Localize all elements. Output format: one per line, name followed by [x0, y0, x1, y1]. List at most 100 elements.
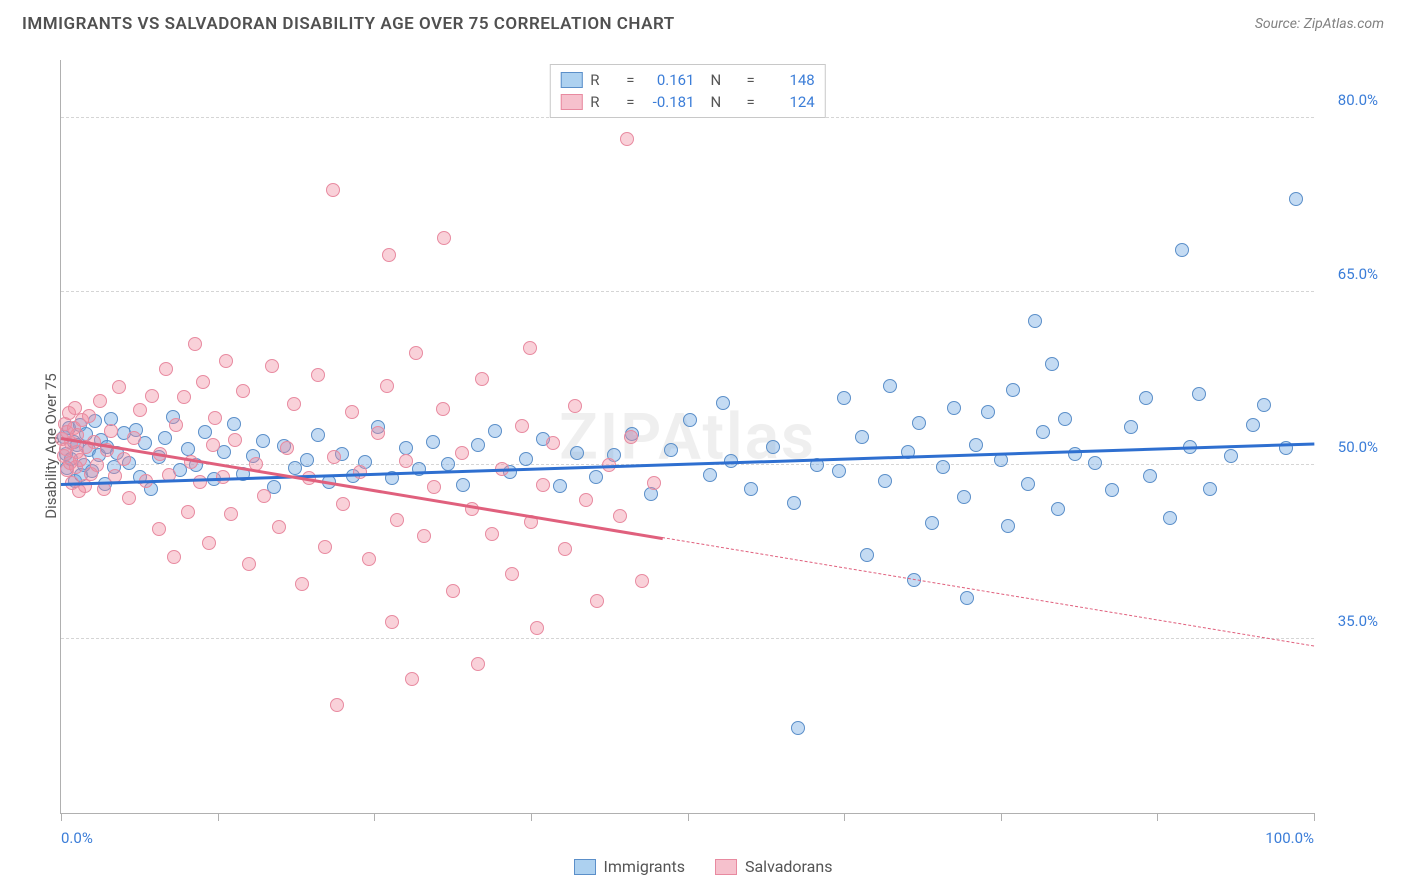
- data-point: [122, 491, 136, 505]
- x-tick-label: 0.0%: [61, 829, 93, 847]
- data-point: [716, 396, 730, 410]
- chart-title: IMMIGRANTS VS SALVADORAN DISABILITY AGE …: [22, 14, 675, 34]
- data-point: [1068, 447, 1082, 461]
- data-point: [202, 536, 216, 550]
- data-point: [380, 379, 394, 393]
- x-tick: [688, 813, 689, 821]
- data-point: [620, 132, 634, 146]
- x-tick: [1157, 813, 1158, 821]
- data-point: [523, 341, 537, 355]
- data-point: [860, 548, 874, 562]
- data-point: [318, 540, 332, 554]
- data-point: [256, 434, 270, 448]
- data-point: [1036, 425, 1050, 439]
- data-point: [925, 516, 939, 530]
- data-point: [837, 391, 851, 405]
- legend-swatch: [715, 859, 737, 875]
- data-point: [371, 426, 385, 440]
- data-point: [969, 438, 983, 452]
- data-point: [647, 476, 661, 490]
- data-point: [787, 496, 801, 510]
- x-tick: [844, 813, 845, 821]
- data-point: [855, 430, 869, 444]
- data-point: [613, 509, 627, 523]
- data-point: [426, 435, 440, 449]
- stat-value-n: 124: [763, 93, 815, 111]
- data-point: [878, 474, 892, 488]
- data-point: [236, 384, 250, 398]
- data-point: [280, 441, 294, 455]
- data-point: [427, 480, 441, 494]
- data-point: [912, 416, 926, 430]
- data-point: [265, 359, 279, 373]
- data-point: [1051, 502, 1065, 516]
- data-point: [485, 527, 499, 541]
- data-point: [1192, 387, 1206, 401]
- legend-label: Immigrants: [604, 857, 685, 876]
- data-point: [104, 424, 118, 438]
- data-point: [152, 522, 166, 536]
- data-point: [471, 657, 485, 671]
- data-point: [242, 557, 256, 571]
- equals-sign: =: [626, 71, 634, 89]
- legend-swatch: [560, 72, 582, 88]
- data-point: [957, 490, 971, 504]
- data-point: [1021, 477, 1035, 491]
- data-point: [530, 621, 544, 635]
- data-point: [167, 550, 181, 564]
- data-point: [1045, 357, 1059, 371]
- y-tick-label: 80.0%: [1338, 91, 1378, 109]
- trend-line: [662, 537, 1314, 646]
- legend-item: Immigrants: [574, 857, 685, 876]
- data-point: [505, 567, 519, 581]
- data-point: [883, 379, 897, 393]
- data-point: [311, 428, 325, 442]
- data-point: [1058, 412, 1072, 426]
- data-point: [311, 368, 325, 382]
- data-point: [224, 507, 238, 521]
- data-point: [515, 419, 529, 433]
- legend-item: Salvadorans: [715, 857, 832, 876]
- equals-sign: =: [747, 93, 755, 111]
- data-point: [441, 457, 455, 471]
- data-point: [832, 464, 846, 478]
- stat-value-r: -0.181: [643, 93, 695, 111]
- data-point: [1203, 482, 1217, 496]
- data-point: [1143, 469, 1157, 483]
- data-point: [703, 468, 717, 482]
- data-point: [219, 354, 233, 368]
- data-point: [93, 394, 107, 408]
- x-tick: [1001, 813, 1002, 821]
- data-point: [1289, 192, 1303, 206]
- data-point: [73, 453, 87, 467]
- data-point: [1257, 398, 1271, 412]
- x-tick: [61, 813, 62, 821]
- legend-swatch: [560, 94, 582, 110]
- data-point: [287, 397, 301, 411]
- data-point: [382, 248, 396, 262]
- data-point: [159, 362, 173, 376]
- data-point: [82, 409, 96, 423]
- data-point: [553, 479, 567, 493]
- stat-label-r: R: [590, 71, 618, 89]
- data-point: [1124, 420, 1138, 434]
- data-point: [417, 529, 431, 543]
- chart-container: ZIPAtlas Disability Age Over 75 R=0.161N…: [22, 48, 1384, 832]
- data-point: [589, 470, 603, 484]
- data-point: [362, 552, 376, 566]
- data-point: [127, 431, 141, 445]
- grid-line: [61, 291, 1314, 292]
- data-point: [960, 591, 974, 605]
- data-point: [579, 493, 593, 507]
- data-point: [196, 375, 210, 389]
- data-point: [326, 183, 340, 197]
- data-point: [390, 513, 404, 527]
- data-point: [536, 478, 550, 492]
- data-point: [1139, 391, 1153, 405]
- data-point: [558, 542, 572, 556]
- data-point: [177, 390, 191, 404]
- legend-stats: R=0.161N=148R=-0.181N=124: [549, 64, 825, 118]
- legend-stat-row: R=-0.181N=124: [560, 91, 814, 113]
- data-point: [1224, 449, 1238, 463]
- legend-bottom: Immigrants Salvadorans: [0, 857, 1406, 876]
